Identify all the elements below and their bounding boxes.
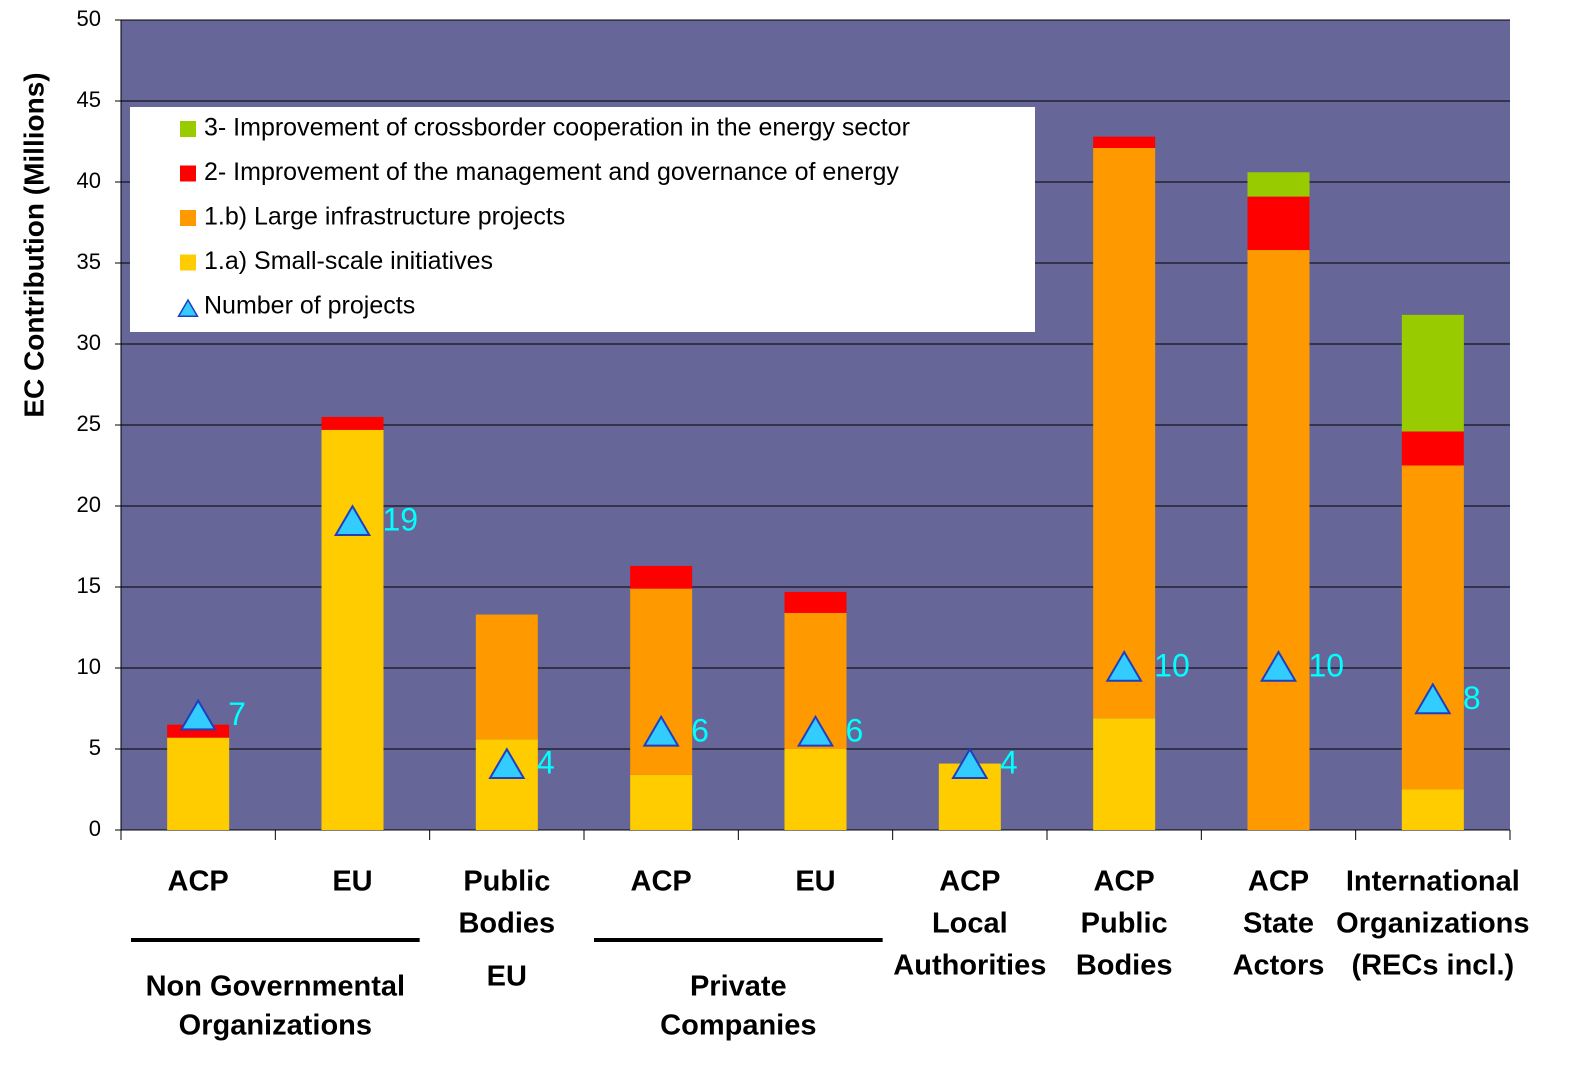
y-tick-label: 30 xyxy=(77,330,101,355)
x-tick-label: EU xyxy=(332,866,372,898)
y-tick-label: 40 xyxy=(77,168,101,193)
bar-segment xyxy=(321,416,384,430)
group-label: Organizations xyxy=(179,1010,372,1042)
legend-swatch xyxy=(180,121,196,137)
y-axis-label: EC Contribution (Millions) xyxy=(18,72,49,417)
bar-segment xyxy=(1093,136,1156,148)
bar-segment xyxy=(630,588,693,775)
y-tick-label: 5 xyxy=(89,735,101,760)
bar-segment xyxy=(1093,147,1156,719)
group-label: EU xyxy=(487,961,527,993)
marker-label: 19 xyxy=(383,502,419,538)
project-marker xyxy=(642,714,680,747)
legend-label: 3- Improvement of crossborder cooperatio… xyxy=(204,114,910,142)
bar-segment xyxy=(630,774,693,830)
y-tick-label: 10 xyxy=(77,654,101,679)
y-tick-label: 35 xyxy=(77,249,101,274)
bar-segment xyxy=(1401,431,1464,466)
bar-segment xyxy=(1401,465,1464,790)
y-tick-label: 20 xyxy=(77,492,101,517)
y-tick-label: 50 xyxy=(77,6,101,31)
x-tick-label: ACP xyxy=(631,866,692,898)
x-tick-label: Public xyxy=(463,866,550,898)
project-marker xyxy=(179,698,217,731)
x-tick-label: State xyxy=(1243,908,1314,940)
legend-marker xyxy=(177,298,199,317)
x-tick-label: ACP xyxy=(939,866,1000,898)
group-label: Non Governmental xyxy=(146,971,405,1003)
project-marker xyxy=(1105,650,1143,682)
x-tick-label: ACP xyxy=(1094,866,1155,898)
x-tick-label: Bodies xyxy=(1076,950,1173,982)
y-tick-label: 0 xyxy=(89,816,101,841)
bar-segment xyxy=(321,429,384,830)
marker-label: 8 xyxy=(1463,680,1481,716)
x-tick-label: (RECs incl.) xyxy=(1351,950,1514,982)
y-tick-label: 45 xyxy=(77,87,101,112)
bar-segment xyxy=(630,565,693,589)
bar-segment xyxy=(167,737,230,830)
marker-label: 10 xyxy=(1309,647,1345,683)
y-tick-label: 15 xyxy=(77,573,101,598)
project-marker xyxy=(1414,682,1452,715)
x-tick-label: ACP xyxy=(1248,866,1309,898)
x-tick-label: EU xyxy=(795,866,835,898)
legend-swatch xyxy=(180,254,196,271)
bar-segment xyxy=(475,614,538,740)
project-marker xyxy=(488,747,526,779)
legend-swatch xyxy=(180,165,196,182)
bar-segment xyxy=(1401,789,1464,830)
x-tick-label: International xyxy=(1346,866,1520,898)
legend-label: 2- Improvement of the management and gov… xyxy=(204,158,899,186)
x-tick-label: Public xyxy=(1081,908,1168,940)
project-marker xyxy=(796,714,835,747)
bar-segment xyxy=(784,591,847,613)
marker-label: 4 xyxy=(537,745,555,781)
group-label: Companies xyxy=(660,1010,816,1042)
marker-label: 7 xyxy=(228,696,246,732)
x-tick-label: Organizations xyxy=(1336,908,1529,940)
group-label: Private xyxy=(690,971,787,1003)
x-tick-label: ACP xyxy=(168,866,229,898)
bar-segment xyxy=(1401,314,1464,432)
legend-box xyxy=(130,107,1035,332)
marker-label: 4 xyxy=(1000,745,1018,781)
bar-segment xyxy=(784,749,847,830)
project-marker xyxy=(1259,650,1298,682)
bar-segment xyxy=(1093,718,1156,830)
legend-swatch xyxy=(180,210,196,226)
project-marker xyxy=(333,504,372,536)
x-tick-label: Authorities xyxy=(893,950,1046,982)
x-tick-label: Local xyxy=(932,908,1008,940)
y-tick-label: 25 xyxy=(77,411,101,436)
legend-label: 1.a) Small-scale initiatives xyxy=(204,247,493,275)
bar-segment xyxy=(1247,196,1310,251)
project-marker xyxy=(951,747,989,779)
bar-segment xyxy=(1247,172,1310,197)
marker-label: 6 xyxy=(691,712,709,748)
marker-label: 10 xyxy=(1154,647,1190,683)
legend-label: 1.b) Large infrastructure projects xyxy=(204,203,565,231)
x-tick-label: Actors xyxy=(1233,950,1325,982)
legend-label: Number of projects xyxy=(204,292,415,320)
bar-segment xyxy=(1247,250,1310,831)
marker-label: 6 xyxy=(846,712,864,748)
x-tick-label: Bodies xyxy=(458,908,555,940)
